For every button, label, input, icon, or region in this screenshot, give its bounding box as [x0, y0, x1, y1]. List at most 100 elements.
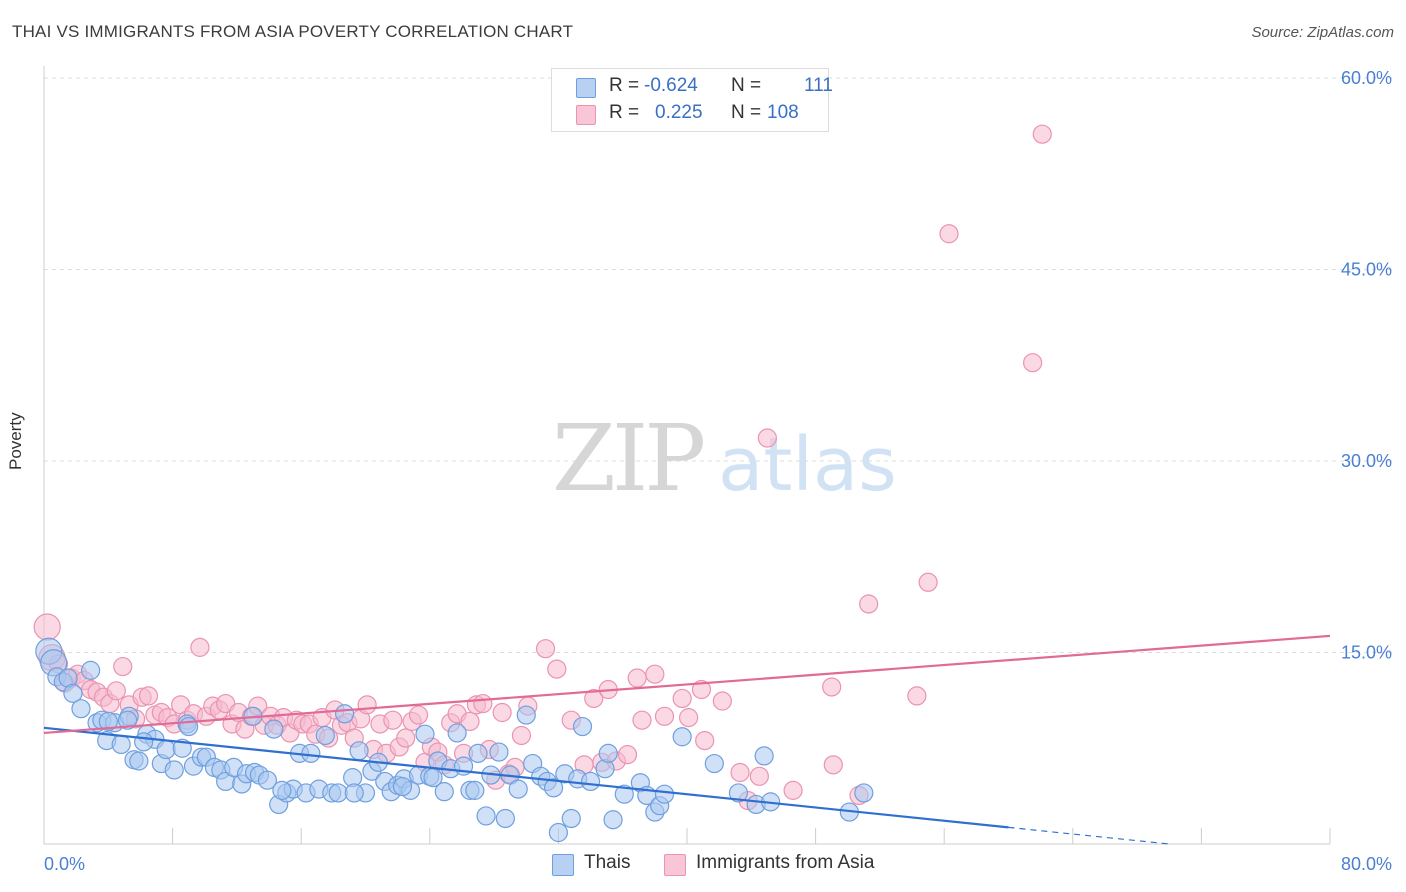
r-label: R = — [609, 102, 640, 123]
thais-point — [117, 710, 138, 730]
thais-trend-line — [43, 726, 1009, 829]
legend-swatch-thais — [552, 854, 574, 876]
asia-point — [584, 688, 604, 709]
asia-point — [749, 766, 769, 786]
thais-point — [572, 716, 593, 737]
legend-label-thais: Thais — [584, 852, 631, 873]
thais-point — [179, 716, 199, 737]
correlation-legend: R = -0.624 N = 111 R = 0.225 N = 108 — [551, 68, 833, 132]
thais-point — [468, 743, 488, 763]
watermark-atlas: atlas — [718, 422, 897, 508]
asia-point — [672, 688, 692, 709]
thais-point — [71, 699, 91, 719]
series-asia-points — [33, 124, 1052, 811]
thais-point — [335, 704, 355, 724]
asia-point — [547, 659, 567, 679]
watermark-zip: ZIP — [552, 405, 703, 512]
thais-point — [672, 727, 692, 747]
asia-point — [383, 710, 403, 730]
asia-point — [859, 594, 879, 614]
asia-point — [654, 706, 675, 726]
source-label: Source: ZipAtlas.com — [1251, 24, 1394, 41]
asia-point — [511, 725, 532, 746]
thais-point — [598, 743, 618, 763]
legend-swatch-asia — [664, 854, 686, 876]
asia-trend-line — [43, 634, 1331, 735]
asia-point — [730, 762, 750, 783]
legend-label-asia: Immigrants from Asia — [696, 852, 875, 873]
legend-swatch-asia — [576, 105, 596, 125]
asia-point — [632, 710, 652, 730]
asia-point — [473, 693, 493, 714]
thais-point — [129, 751, 149, 771]
asia-point — [783, 780, 803, 800]
thais-point — [516, 705, 536, 725]
thais-point — [476, 806, 496, 826]
asia-point — [822, 677, 842, 697]
asia-point — [757, 428, 777, 448]
thais-point — [704, 753, 724, 774]
r-value-asia: 0.225 — [655, 102, 703, 123]
thais-point — [447, 723, 467, 743]
asia-point — [679, 708, 699, 728]
asia-point — [918, 572, 938, 592]
n-label: N = — [731, 102, 762, 123]
thais-point — [495, 808, 515, 829]
asia-point — [695, 730, 715, 751]
n-label: N = — [731, 75, 762, 96]
grid-lines — [44, 77, 1392, 653]
asia-point — [357, 695, 377, 715]
n-value-thais: 111 — [804, 75, 833, 96]
asia-point — [33, 613, 61, 641]
thais-point — [415, 724, 435, 744]
thais-point — [172, 738, 192, 758]
y-tick-label-60: 60.0% — [1341, 68, 1392, 88]
thais-point — [854, 783, 874, 803]
y-tick-label-15: 15.0% — [1341, 643, 1392, 663]
x-tick-label-max: 80.0% — [1341, 854, 1392, 874]
thais-point — [134, 732, 154, 752]
thais-point — [63, 683, 83, 703]
thais-point — [264, 719, 284, 739]
asia-point — [396, 728, 416, 748]
thais-point — [272, 780, 292, 800]
asia-point — [907, 686, 927, 706]
trend-lines — [43, 634, 1331, 845]
thais-point — [561, 808, 581, 829]
tick-labels: 15.0% 30.0% 45.0% 60.0% 0.0% 80.0% — [44, 68, 1392, 874]
thais-point — [548, 822, 569, 843]
thais-point — [489, 742, 509, 762]
thais-point — [349, 741, 369, 761]
thais-point — [98, 711, 118, 732]
asia-point — [627, 668, 647, 688]
thais-point — [654, 784, 675, 804]
thais-point — [392, 776, 413, 797]
chart-title: THAI VS IMMIGRANTS FROM ASIA POVERTY COR… — [12, 22, 574, 41]
thais-point — [164, 760, 184, 780]
asia-point — [190, 637, 210, 657]
thais-point — [156, 739, 176, 760]
thais-point — [81, 660, 101, 680]
thais-point — [111, 734, 131, 755]
thais-point — [614, 784, 634, 804]
asia-point — [823, 755, 843, 775]
r-value-thais: -0.624 — [644, 75, 698, 96]
asia-point — [106, 681, 126, 701]
thais-point — [580, 771, 601, 792]
legend-swatch-thais — [576, 78, 596, 98]
thais-point — [301, 743, 321, 763]
thais-point — [754, 746, 774, 766]
thais-point — [344, 783, 364, 803]
asia-point — [645, 664, 665, 684]
asia-point — [535, 639, 556, 659]
thais-trend-extension — [1008, 826, 1170, 845]
asia-point — [113, 656, 133, 677]
thais-point — [728, 783, 749, 803]
asia-point — [691, 679, 712, 700]
asia-point — [408, 705, 429, 725]
asia-point — [460, 711, 480, 732]
n-value-asia: 108 — [767, 102, 799, 123]
thais-point — [423, 768, 443, 788]
x-tick-label-min: 0.0% — [44, 854, 85, 874]
